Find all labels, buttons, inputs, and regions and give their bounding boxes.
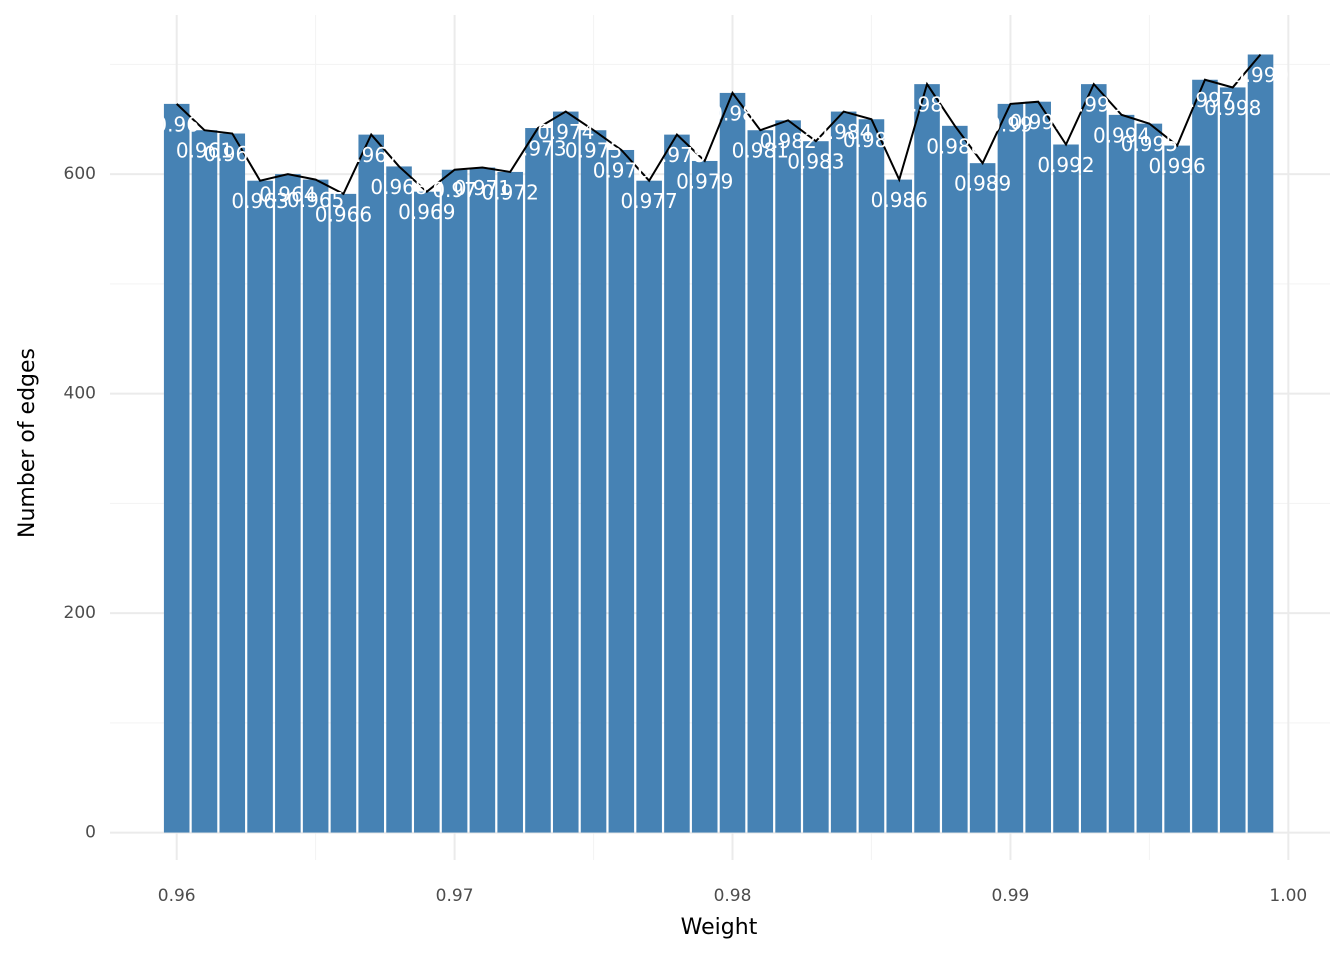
value-label: 0.995 <box>1121 132 1178 156</box>
bar <box>1192 79 1218 833</box>
y-tick-label: 600 <box>64 164 96 184</box>
x-axis-title: Weight <box>681 915 758 940</box>
value-label: 0.983 <box>787 150 844 174</box>
value-label: 0.975 <box>565 139 622 163</box>
bar <box>775 120 801 833</box>
bar <box>163 103 190 833</box>
value-label: 0.991 <box>1010 110 1067 134</box>
bar <box>1247 54 1274 833</box>
value-label: 0.968 <box>370 175 427 199</box>
value-label: 0.999 <box>1232 63 1289 87</box>
bar <box>580 130 607 833</box>
bar <box>441 169 468 833</box>
bar <box>997 103 1024 833</box>
bar <box>330 193 357 833</box>
bar <box>719 92 746 833</box>
value-label: 0.967 <box>343 143 400 167</box>
value-label: 0.965 <box>287 188 344 212</box>
bar <box>1164 145 1190 833</box>
value-label: 0.964 <box>259 183 316 207</box>
x-tick-label: 0.98 <box>714 886 752 906</box>
value-label: 0.997 <box>1176 88 1233 112</box>
bar <box>691 160 718 833</box>
y-axis-title: Number of edges <box>15 348 40 538</box>
value-label: 0.976 <box>593 158 650 182</box>
bar <box>608 149 635 833</box>
value-label: 0.994 <box>1093 123 1150 147</box>
value-label: 0.962 <box>204 142 261 166</box>
bar <box>414 191 440 833</box>
bar <box>469 167 496 833</box>
value-label: 0.982 <box>759 129 816 153</box>
bar <box>497 171 523 833</box>
value-label: 0.974 <box>537 120 594 144</box>
bar <box>219 133 246 833</box>
value-label: 0.985 <box>843 128 900 152</box>
value-label: 0.992 <box>1037 153 1094 177</box>
bar <box>275 174 301 833</box>
x-tick-label: 1.00 <box>1269 886 1307 906</box>
value-label: 0.996 <box>1149 154 1206 178</box>
value-label: 0.99 <box>988 112 1033 136</box>
value-label: 0.963 <box>231 189 288 213</box>
bar <box>803 141 829 833</box>
trend-line <box>176 53 1262 196</box>
value-label: 0.998 <box>1204 96 1261 120</box>
bar <box>552 111 579 833</box>
bar <box>1080 84 1107 833</box>
value-label: 0.973 <box>509 137 566 161</box>
bar <box>886 179 913 833</box>
bar <box>386 166 412 833</box>
value-label: 0.989 <box>954 172 1011 196</box>
value-label: 0.97 <box>432 178 477 202</box>
value-label: 0.972 <box>482 180 539 204</box>
value-label: 0.978 <box>648 143 705 167</box>
value-label: 0.987 <box>898 93 955 117</box>
bar <box>942 125 968 833</box>
value-label: 0.984 <box>815 120 872 144</box>
x-tick-label: 0.99 <box>991 886 1029 906</box>
value-label: 0.988 <box>926 134 983 158</box>
y-tick-label: 0 <box>85 823 96 843</box>
bar <box>1108 114 1135 833</box>
bar <box>1053 144 1079 833</box>
bar <box>302 179 329 833</box>
bar <box>1136 123 1163 833</box>
y-tick-label: 400 <box>64 384 96 404</box>
bar <box>247 180 273 833</box>
value-label: 0.979 <box>676 169 733 193</box>
bar <box>358 134 385 833</box>
x-tick-label: 0.96 <box>158 886 196 906</box>
value-label: 0.96 <box>154 112 199 136</box>
y-tick-label: 200 <box>64 603 96 623</box>
bar <box>525 128 551 833</box>
value-label: 0.961 <box>176 139 233 163</box>
bar <box>191 130 218 833</box>
bar <box>914 84 940 833</box>
value-label: 0.971 <box>454 176 511 200</box>
value-label: 0.966 <box>315 202 372 226</box>
value-label: 0.98 <box>710 101 755 125</box>
bar <box>1025 101 1051 833</box>
x-tick-label: 0.97 <box>436 886 474 906</box>
value-label: 0.969 <box>398 200 455 224</box>
bar <box>830 111 857 833</box>
value-label: 0.977 <box>621 189 678 213</box>
bar <box>969 163 996 833</box>
bar <box>858 119 885 833</box>
value-label: 0.981 <box>732 139 789 163</box>
bar <box>1219 87 1246 833</box>
bar <box>664 134 690 833</box>
bar <box>636 180 662 833</box>
value-label: 0.986 <box>871 188 928 212</box>
bar <box>747 130 774 833</box>
value-label: 0.993 <box>1065 93 1122 117</box>
